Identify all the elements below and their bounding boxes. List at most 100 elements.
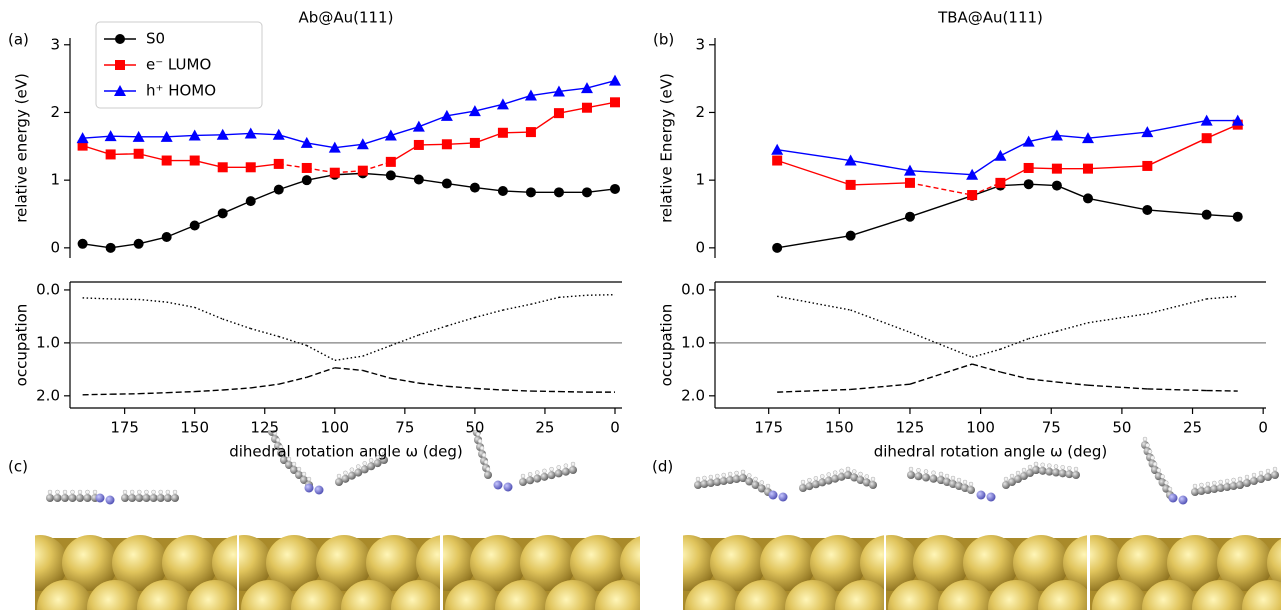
line-segment bbox=[111, 299, 139, 300]
h-atom bbox=[833, 471, 837, 475]
marker bbox=[218, 162, 228, 172]
figure: (c) (d) Ab@Au(111)(a)0123relative energy… bbox=[0, 0, 1281, 610]
line-segment bbox=[1088, 385, 1147, 389]
h-atom bbox=[78, 490, 82, 494]
line-segment bbox=[1088, 314, 1147, 323]
h-atom bbox=[1238, 477, 1242, 481]
line-segment bbox=[391, 335, 419, 346]
x-axis-label: dihedral rotation angle ω (deg) bbox=[874, 443, 1108, 461]
line-segment bbox=[531, 297, 559, 304]
y-axis-label: occupation bbox=[658, 304, 676, 387]
line-segment bbox=[223, 388, 251, 390]
line-segment bbox=[419, 326, 447, 335]
line-segment bbox=[307, 368, 335, 378]
h-atom bbox=[144, 490, 148, 494]
c-atom bbox=[869, 481, 877, 489]
h-atom bbox=[1034, 462, 1038, 466]
line-segment bbox=[139, 393, 167, 394]
marker bbox=[162, 156, 172, 166]
line-segment bbox=[251, 384, 279, 388]
c-atom bbox=[1243, 479, 1251, 487]
marker bbox=[846, 180, 856, 190]
h-atom bbox=[471, 402, 475, 406]
h-atom bbox=[86, 490, 90, 494]
c-atom bbox=[54, 494, 62, 502]
h-atom bbox=[571, 462, 575, 466]
h-atom bbox=[71, 490, 75, 494]
marker bbox=[498, 128, 508, 138]
line-segment bbox=[1000, 372, 1028, 379]
line-segment bbox=[195, 307, 223, 319]
n-atom bbox=[305, 484, 314, 493]
line-segment bbox=[851, 161, 910, 171]
c-atom bbox=[540, 473, 548, 481]
x-tick-label: 50 bbox=[1112, 419, 1131, 437]
h-atom bbox=[1022, 468, 1026, 472]
c-atom bbox=[1072, 471, 1080, 479]
c-atom bbox=[1236, 481, 1244, 489]
h-atom bbox=[1232, 478, 1236, 482]
n-atom bbox=[769, 491, 778, 500]
marker bbox=[967, 190, 977, 200]
marker bbox=[1024, 179, 1034, 189]
line-segment bbox=[83, 394, 111, 395]
c-atom bbox=[135, 494, 143, 502]
marker bbox=[246, 162, 256, 172]
c-atom bbox=[150, 494, 158, 502]
line-segment bbox=[167, 135, 195, 136]
marker bbox=[995, 178, 1005, 188]
h-atom bbox=[1266, 469, 1270, 473]
line-segment bbox=[503, 304, 531, 310]
h-atom bbox=[152, 490, 156, 494]
line-segment bbox=[851, 183, 910, 185]
slab bbox=[1067, 437, 1281, 610]
x-tick-label: 150 bbox=[825, 419, 854, 437]
h-atom bbox=[1252, 473, 1256, 477]
line-segment bbox=[851, 217, 910, 236]
h-atom bbox=[957, 478, 961, 482]
c-atom bbox=[526, 476, 534, 484]
x-tick-label: 75 bbox=[395, 419, 414, 437]
h-atom bbox=[747, 474, 751, 478]
line-segment bbox=[559, 392, 587, 393]
y-tick-label: 0 bbox=[695, 238, 705, 256]
h-atom bbox=[137, 490, 141, 494]
h-atom bbox=[56, 490, 60, 494]
y-tick-label: 3 bbox=[50, 35, 60, 53]
line-segment bbox=[83, 298, 111, 299]
legend-label: e⁻ LUMO bbox=[146, 56, 211, 74]
line-segment bbox=[447, 317, 475, 325]
line-segment bbox=[167, 392, 195, 393]
h-atom bbox=[1164, 481, 1168, 485]
marker bbox=[498, 186, 508, 196]
y-tick-label: 2 bbox=[50, 103, 60, 121]
h-atom bbox=[484, 460, 488, 464]
marker bbox=[994, 150, 1006, 161]
h-atom bbox=[166, 490, 170, 494]
marker bbox=[134, 149, 144, 159]
h-atom bbox=[350, 468, 354, 472]
structure-image bbox=[1067, 437, 1281, 610]
c-atom bbox=[484, 471, 492, 479]
h-atom bbox=[1004, 477, 1008, 481]
h-atom bbox=[63, 490, 67, 494]
panel-label: (d) bbox=[652, 458, 673, 476]
x-axis-label: dihedral rotation angle ω (deg) bbox=[229, 443, 463, 461]
line-segment bbox=[972, 349, 1000, 357]
marker bbox=[134, 239, 144, 249]
c-atom bbox=[469, 406, 477, 414]
h-atom bbox=[754, 477, 758, 481]
marker bbox=[78, 239, 88, 249]
h-atom bbox=[1245, 475, 1249, 479]
n-atom bbox=[494, 481, 503, 490]
marker bbox=[526, 187, 536, 197]
chart: TBA@Au(111)(b)0123relative Energy (eV) bbox=[653, 9, 1244, 259]
c-atom bbox=[69, 494, 77, 502]
chart-title: TBA@Au(111) bbox=[937, 9, 1043, 27]
h-atom bbox=[486, 467, 490, 471]
x-tick-label: 175 bbox=[754, 419, 783, 437]
line-segment bbox=[972, 364, 1000, 372]
line-segment bbox=[1207, 296, 1238, 299]
x-tick-label: 100 bbox=[966, 419, 995, 437]
marker bbox=[246, 196, 256, 206]
